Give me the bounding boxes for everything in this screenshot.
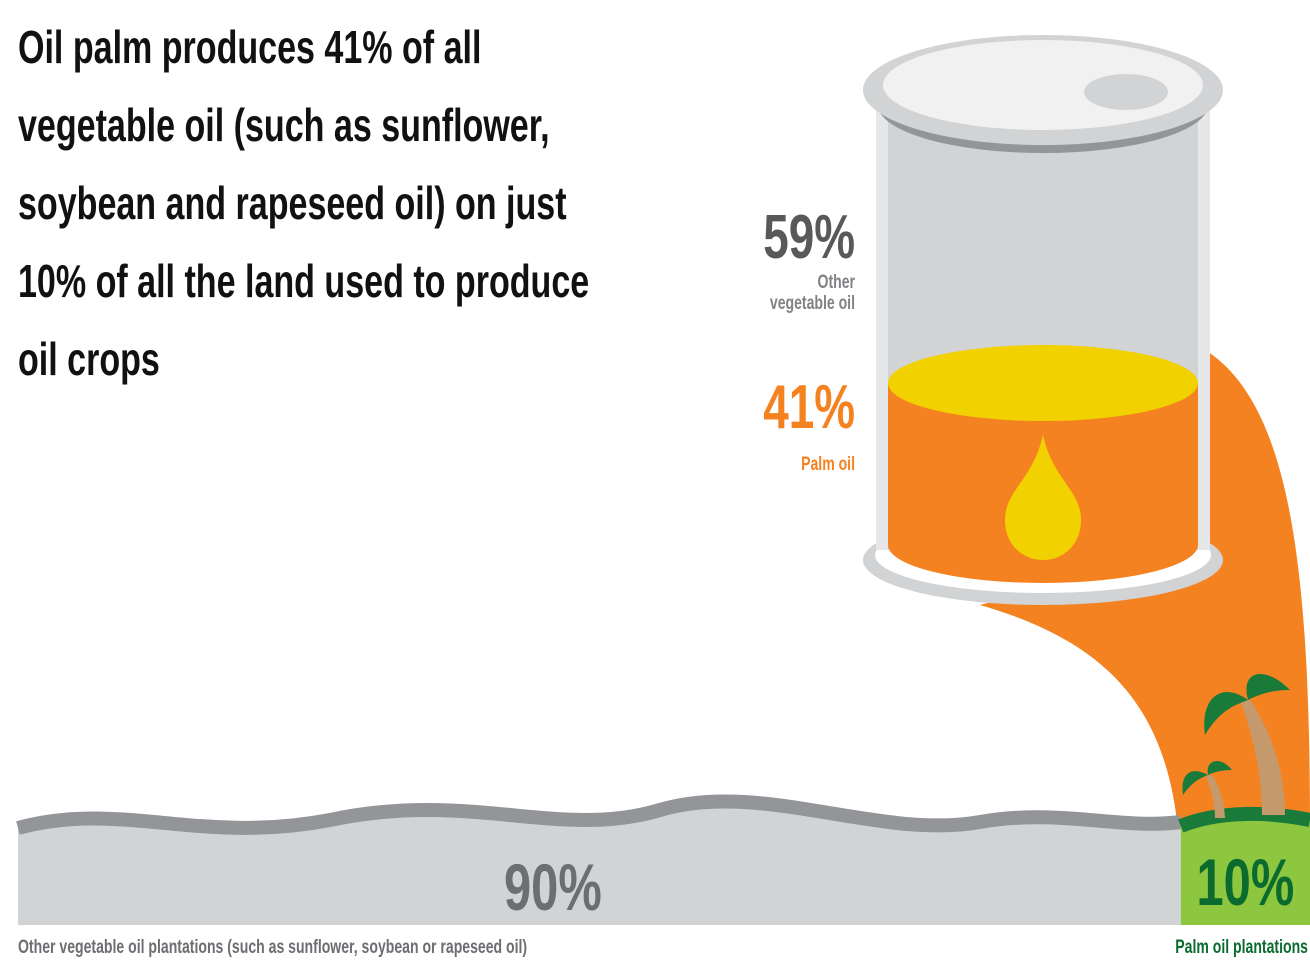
palm-leaves	[1204, 673, 1290, 735]
palm-leaves	[1182, 760, 1232, 795]
palm-trunk	[1240, 700, 1285, 815]
value-label: 90%	[504, 851, 602, 925]
barrel-cap	[1084, 74, 1168, 110]
category-label-group: Palm oil	[801, 453, 855, 475]
category-label-group: Other vegetable oil	[770, 271, 856, 314]
land-area	[18, 801, 1181, 925]
value-label: 41%	[763, 372, 855, 441]
category-label: Other vegetable oil	[770, 271, 856, 314]
title: Oil palm produces 41% of all vegetable o…	[18, 21, 590, 385]
land-area	[1180, 818, 1310, 925]
value-label-group: 59%	[763, 202, 855, 271]
land-ridge	[16, 794, 1182, 835]
land-ridge	[1178, 806, 1310, 833]
value-label-group: 41%	[763, 372, 855, 441]
category-label-group: Other vegetable oil plantations (such as…	[18, 936, 527, 958]
palm-trunk	[1205, 775, 1225, 818]
category-label-group: Palm oil plantations	[1175, 936, 1308, 958]
value-label-group: 10%	[1197, 846, 1295, 920]
oil-drop	[1005, 435, 1081, 560]
barrel-segment	[888, 150, 1198, 384]
value-label: 59%	[763, 202, 855, 271]
category-label: Palm oil plantations	[1175, 936, 1308, 958]
value-label-group: 90%	[504, 851, 602, 925]
oil-surface	[888, 345, 1198, 422]
category-label: Palm oil	[801, 453, 855, 475]
category-label: Other vegetable oil plantations (such as…	[18, 936, 527, 958]
value-label: 10%	[1197, 846, 1295, 920]
